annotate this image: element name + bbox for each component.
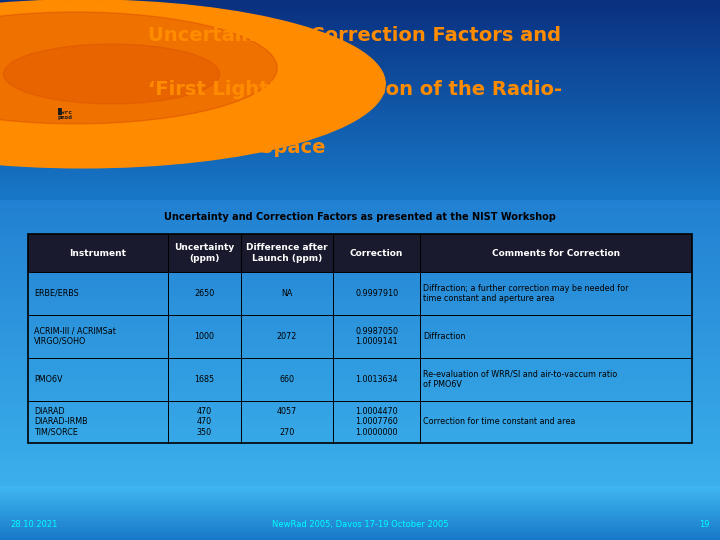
Text: ERBE/ERBS: ERBE/ERBS: [34, 289, 78, 298]
Text: Re-evaluation of WRR/SI and air-to-vaccum ratio
of PMO6V: Re-evaluation of WRR/SI and air-to-vaccu…: [423, 369, 617, 389]
Text: 660: 660: [279, 375, 294, 383]
Text: 1685: 1685: [194, 375, 214, 383]
Text: Uncertainties, Correction Factors and: Uncertainties, Correction Factors and: [148, 26, 561, 45]
Text: ‘First Light’ Comparison of the Radio-: ‘First Light’ Comparison of the Radio-: [148, 80, 562, 99]
Text: Correction: Correction: [350, 249, 403, 258]
Bar: [28, 234, 692, 272]
Text: Comments for Correction: Comments for Correction: [492, 249, 620, 258]
Text: 1000: 1000: [194, 332, 214, 341]
Text: Uncertainty
(ppm): Uncertainty (ppm): [174, 244, 234, 263]
Text: 2650: 2650: [194, 289, 215, 298]
Text: 0.9987050
1.0009141: 0.9987050 1.0009141: [355, 327, 398, 346]
Text: Difference after
Launch (ppm): Difference after Launch (ppm): [246, 244, 328, 263]
Text: 0.9997910: 0.9997910: [355, 289, 398, 298]
Bar: [28, 234, 692, 443]
Text: Uncertainty and Correction Factors as presented at the NIST Workshop: Uncertainty and Correction Factors as pr…: [164, 212, 556, 222]
Text: NewRad 2005, Davos 17-19 October 2005: NewRad 2005, Davos 17-19 October 2005: [271, 521, 449, 529]
Text: Diffraction: Diffraction: [423, 332, 465, 341]
Text: 2072: 2072: [277, 332, 297, 341]
Text: Instrument: Instrument: [70, 249, 127, 258]
Text: 4057

270: 4057 270: [277, 407, 297, 437]
Text: NA: NA: [282, 289, 293, 298]
Text: meters in Space: meters in Space: [148, 138, 325, 157]
Text: 1.0004470
1.0007760
1.0000000: 1.0004470 1.0007760 1.0000000: [355, 407, 398, 437]
Text: Diffraction; a further correction may be needed for
time constant and aperture a: Diffraction; a further correction may be…: [423, 284, 629, 303]
Text: ACRIM-III / ACRIMSat
VIRGO/SOHO: ACRIM-III / ACRIMSat VIRGO/SOHO: [34, 327, 116, 346]
Text: PMO6V: PMO6V: [34, 375, 63, 383]
Text: DIARAD
DIARAD-IRMB
TIM/SORCE: DIARAD DIARAD-IRMB TIM/SORCE: [34, 407, 87, 437]
Text: 28.10.2021: 28.10.2021: [11, 521, 58, 529]
Circle shape: [0, 0, 385, 168]
Circle shape: [4, 44, 220, 104]
Text: █wrc
pmod: █wrc pmod: [58, 107, 72, 120]
Text: 19: 19: [698, 521, 709, 529]
Text: Correction for time constant and area: Correction for time constant and area: [423, 417, 575, 427]
Text: 470
470
350: 470 470 350: [197, 407, 212, 437]
Text: 1.0013634: 1.0013634: [356, 375, 398, 383]
Circle shape: [0, 12, 277, 124]
